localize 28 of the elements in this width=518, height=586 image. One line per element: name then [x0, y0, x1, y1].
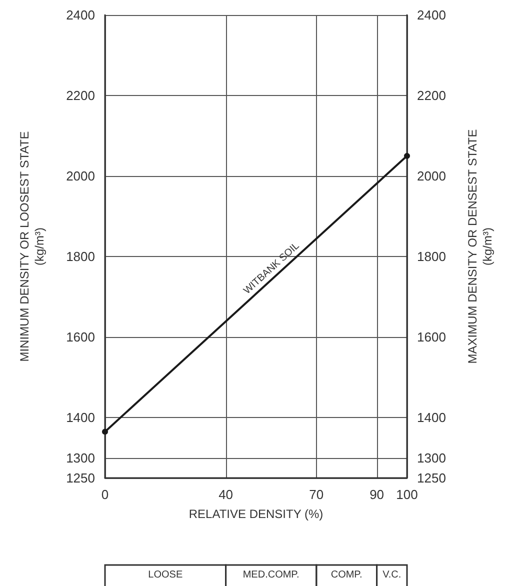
text: COMP. [330, 570, 362, 580]
x-tick-label: 90 [370, 487, 384, 502]
y-tick-label: 1400 [66, 410, 95, 426]
y-tick-label: 1800 [66, 249, 95, 264]
x-axis-title: RELATIVE DENSITY (%) [188, 507, 324, 521]
text: LOOSE [148, 570, 183, 580]
y2-tick-label: 1800 [417, 249, 446, 264]
y-tick-label: 1250 [66, 470, 95, 486]
y2-tick-label: 2400 [417, 8, 446, 22]
y2-tick-label: 2000 [417, 168, 446, 184]
y-tick-label: 1300 [66, 450, 95, 466]
x-tick-label: 0 [101, 487, 109, 502]
y2-tick-label: 1400 [417, 410, 446, 426]
x-tick-label: 70 [309, 487, 324, 502]
text: V.C. [382, 570, 402, 580]
y2-tick-label: 1600 [417, 330, 446, 345]
y2-tick-label: 1250 [417, 470, 446, 486]
y-axis-title: MINIMUM DENSITY OR LOOSEST STATE (kg/m³) [18, 131, 46, 362]
x-tick-label: 100 [396, 487, 418, 502]
y2-tick-label: 1300 [417, 450, 446, 466]
y-tick-label: 2000 [66, 168, 95, 184]
y-tick-label: 1600 [66, 330, 95, 345]
y-tick-label: 2400 [66, 8, 95, 22]
x-tick-label: 40 [218, 487, 234, 502]
y2-tick-label: 2200 [417, 88, 446, 104]
y2-axis-title: MAXIMUM DENSITY OR DENSEST STATE (kg/m³) [466, 129, 494, 364]
text: MED.COMP. [242, 570, 300, 580]
y-tick-label: 2200 [66, 88, 95, 104]
